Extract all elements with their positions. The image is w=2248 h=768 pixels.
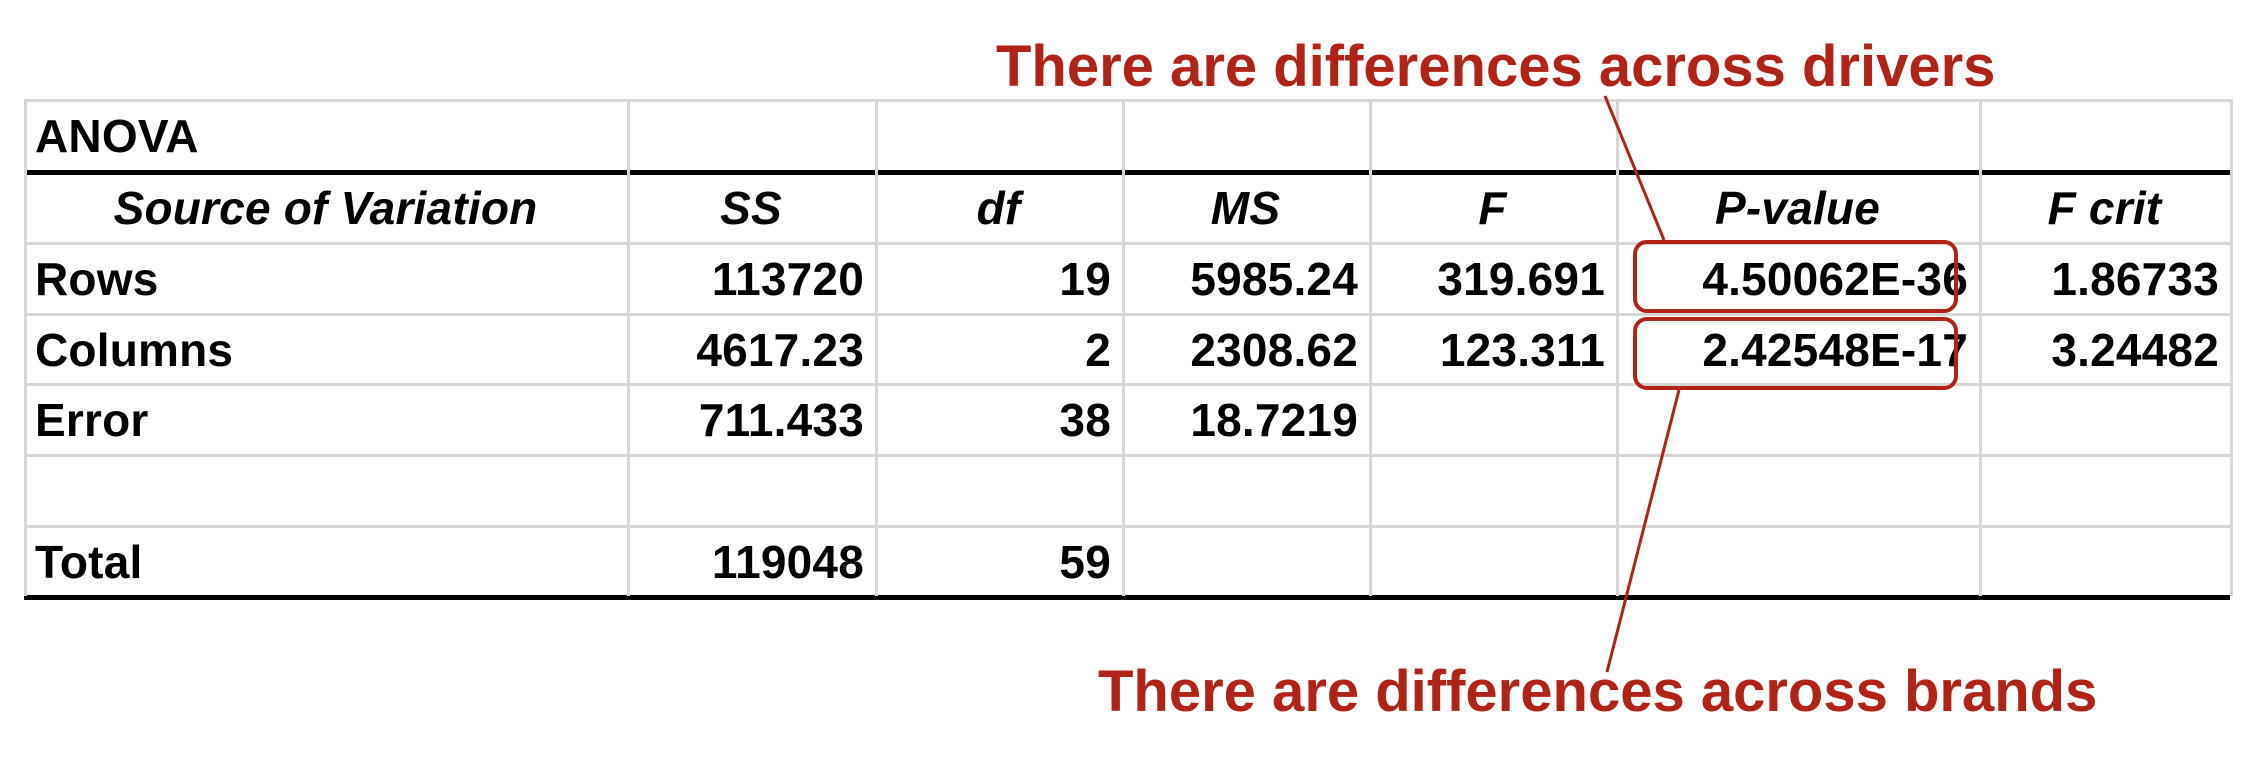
table-cell: 1.86733 xyxy=(2051,253,2219,305)
table-title: ANOVA xyxy=(35,110,199,162)
table-cell: 18.7219 xyxy=(1190,394,1358,446)
table-cell: 59 xyxy=(1059,536,1111,588)
table-cell: 2308.62 xyxy=(1190,324,1358,376)
row-label: Total xyxy=(35,536,143,588)
pvalue-rows-highlight xyxy=(1633,240,1958,313)
table-cell: 2 xyxy=(1085,324,1111,376)
table-rule xyxy=(24,170,2230,175)
gridline-vertical xyxy=(1369,99,1372,596)
column-header: F crit xyxy=(2047,182,2162,234)
gridline-horizontal xyxy=(24,99,2230,102)
column-header: P-value xyxy=(1714,182,1881,234)
table-cell: 5985.24 xyxy=(1190,253,1358,305)
table-cell: 113720 xyxy=(711,253,864,305)
gridline-vertical xyxy=(1616,99,1619,596)
column-header: SS xyxy=(720,182,782,234)
gridline-horizontal xyxy=(24,313,2230,316)
table-rule xyxy=(24,595,2230,600)
table-cell: 2.42548E-17 xyxy=(1702,324,1968,376)
annotation-drivers: There are differences across drivers xyxy=(996,34,1996,99)
anova-table: ANOVA Source of Variation SS df MS F P-value F … xyxy=(24,99,2233,600)
annotation-brands: There are differences across brands xyxy=(1098,659,2098,724)
gridline-horizontal xyxy=(24,454,2230,457)
column-header: df xyxy=(976,182,1021,234)
table-cell: 123.311 xyxy=(1439,324,1605,376)
table-cell: 19 xyxy=(1059,253,1111,305)
row-label: Columns xyxy=(35,324,234,376)
gridline-vertical xyxy=(2230,99,2233,596)
table-cell: 38 xyxy=(1059,394,1111,446)
column-header: F xyxy=(1478,182,1507,234)
gridline-vertical xyxy=(875,99,878,596)
pvalue-columns-highlight xyxy=(1633,317,1958,390)
column-header: MS xyxy=(1210,182,1281,234)
row-label: Error xyxy=(35,394,149,446)
gridline-vertical xyxy=(1122,99,1125,596)
gridline-vertical xyxy=(24,99,27,596)
table-cell: 711.433 xyxy=(698,394,864,446)
gridline-horizontal xyxy=(24,242,2230,245)
table-cell: 4617.23 xyxy=(696,324,864,376)
table-cell: 319.691 xyxy=(1437,253,1605,305)
table-cell: 3.24482 xyxy=(2051,324,2219,376)
gridline-vertical xyxy=(627,99,630,596)
table-cell: 119048 xyxy=(711,536,864,588)
table-cell: 4.50062E-36 xyxy=(1702,253,1968,305)
column-header: Source of Variation xyxy=(113,182,538,234)
gridline-vertical xyxy=(1979,99,1982,596)
row-label: Rows xyxy=(35,253,159,305)
gridline-horizontal xyxy=(24,525,2230,528)
gridline-horizontal xyxy=(24,383,2230,386)
